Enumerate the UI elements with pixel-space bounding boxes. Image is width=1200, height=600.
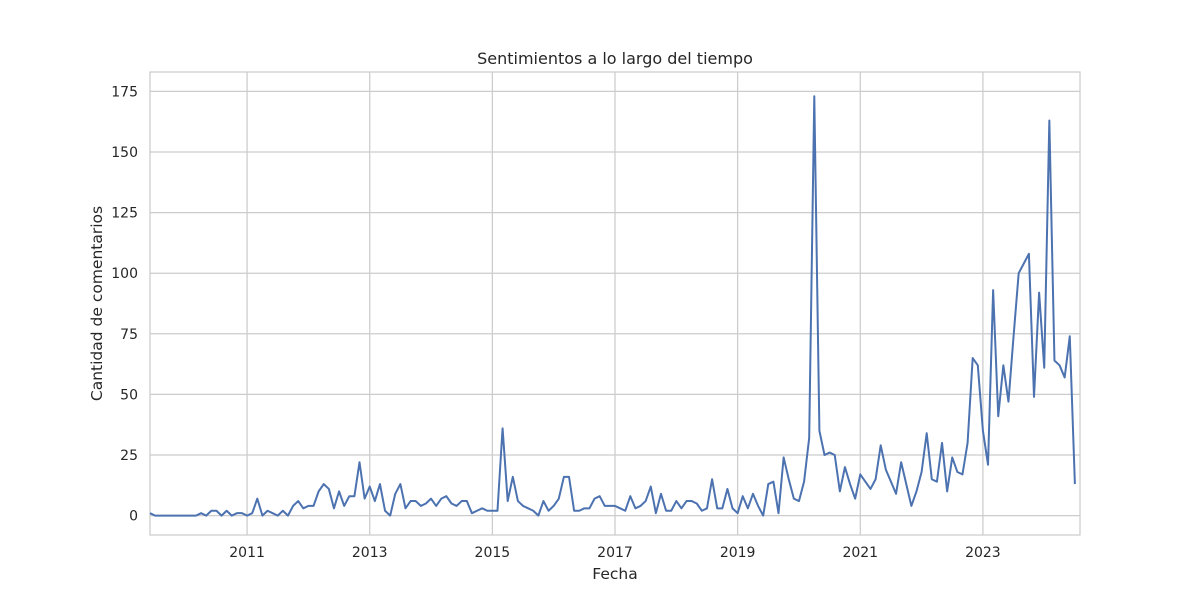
- x-tick-label: 2017: [597, 545, 633, 561]
- y-tick-label: 150: [111, 145, 138, 161]
- series-line-0: [149, 95, 1076, 517]
- x-tick-label: 2023: [965, 545, 1001, 561]
- x-axis-title: Fecha: [592, 565, 637, 583]
- y-tick-label: 25: [120, 448, 138, 464]
- y-tick-label: 75: [120, 327, 138, 343]
- x-tick-label: 2015: [475, 545, 511, 561]
- y-tick-label: 175: [111, 84, 138, 100]
- x-tick-label: 2021: [842, 545, 878, 561]
- x-tick-label: 2011: [229, 545, 265, 561]
- x-tick-label: 2013: [352, 545, 388, 561]
- chart-title: Sentimientos a lo largo del tiempo: [477, 49, 753, 68]
- y-tick-label: 50: [120, 387, 138, 403]
- x-tick-label: 2019: [720, 545, 756, 561]
- y-tick-label: 0: [129, 509, 138, 525]
- y-tick-label: 100: [111, 266, 138, 282]
- x-tick-labels: 2011 2013 2015 2017 2019 2021 2023: [229, 545, 1000, 561]
- y-tick-labels: 0 25 50 75 100 125 150 175: [111, 84, 138, 524]
- grid: [150, 72, 1080, 535]
- series-layer: [149, 95, 1076, 517]
- plot-frame: [149, 71, 1081, 536]
- y-axis-title: Cantidad de comentarios: [88, 206, 106, 401]
- y-tick-label: 125: [111, 206, 138, 222]
